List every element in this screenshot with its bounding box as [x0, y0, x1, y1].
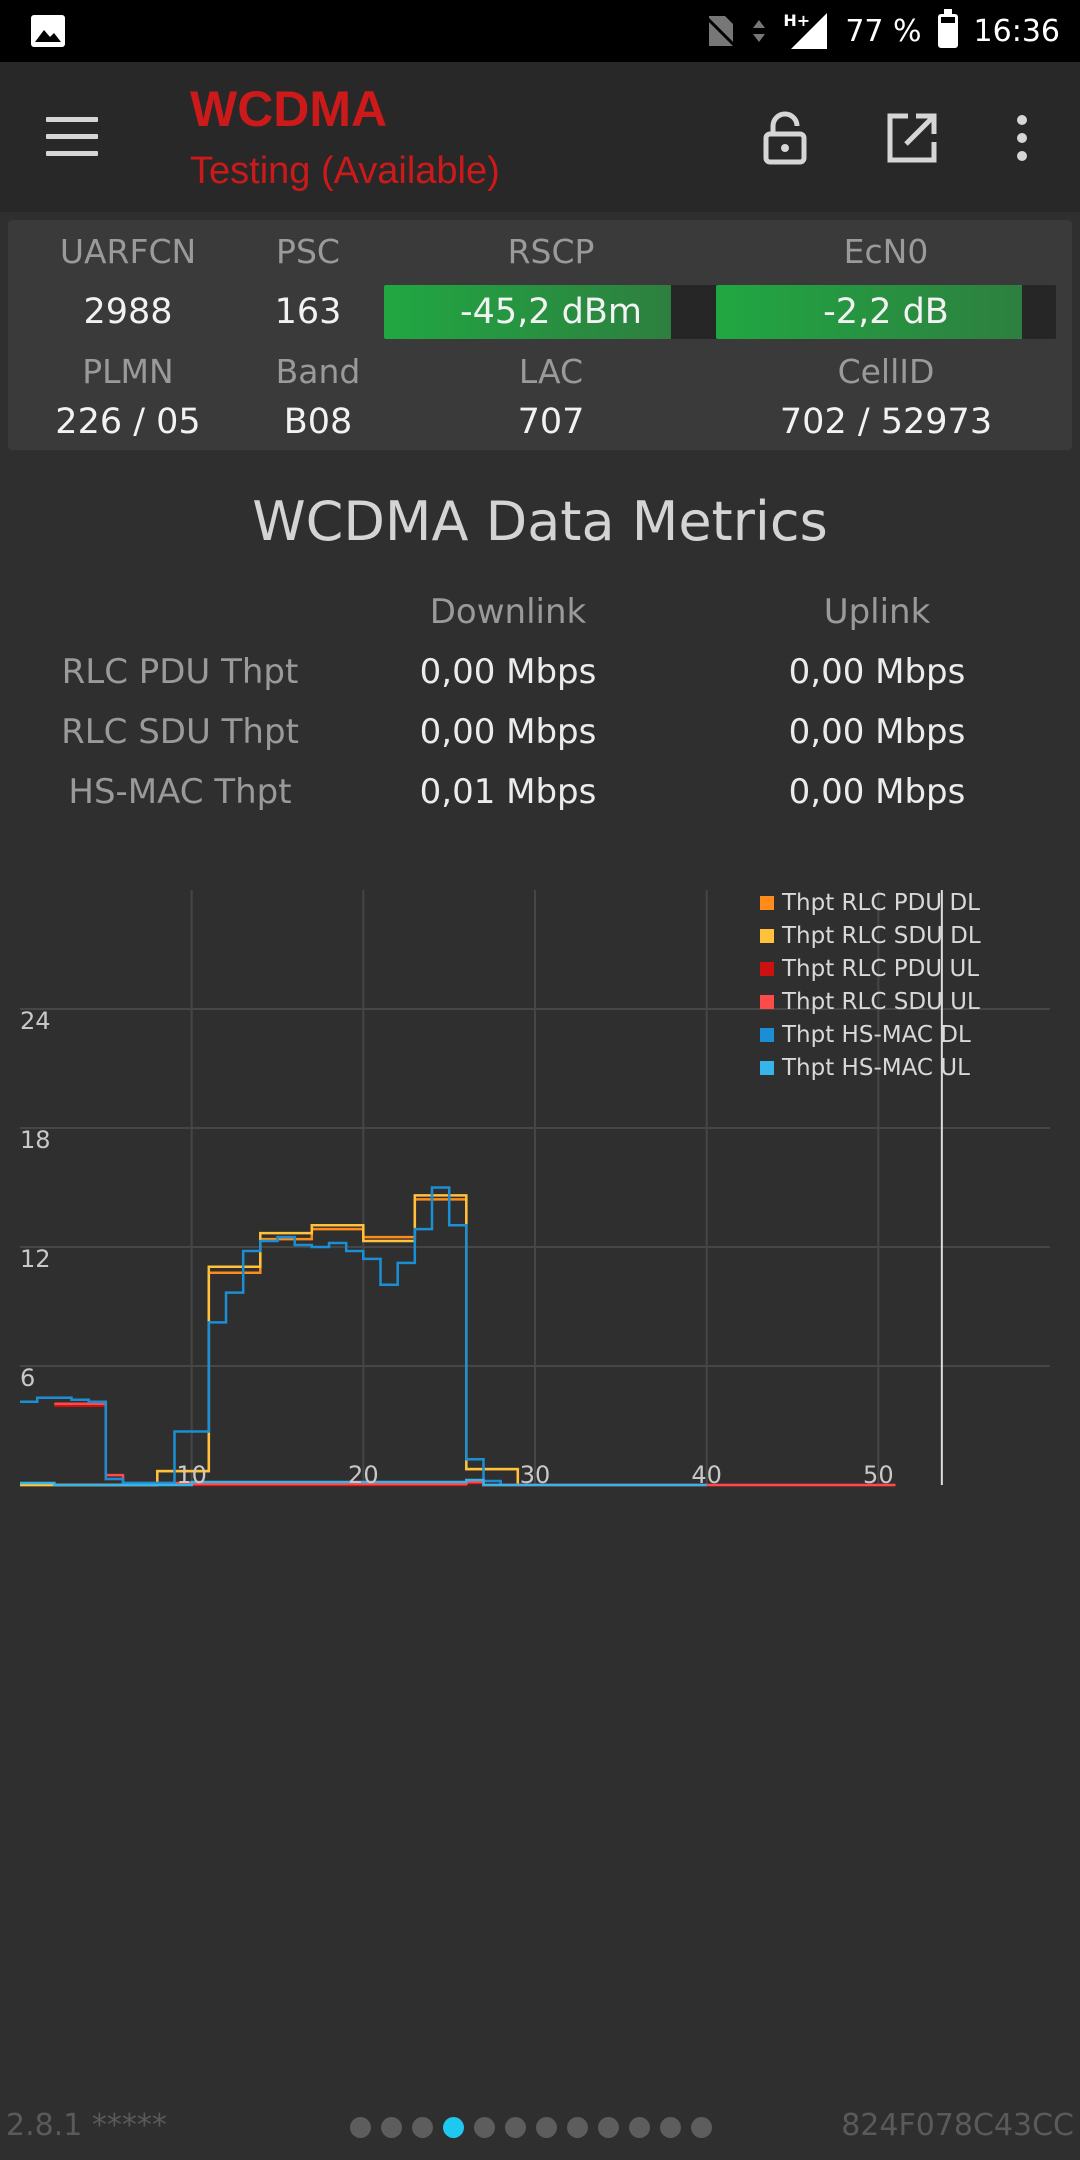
page-dot[interactable]: [660, 2116, 681, 2138]
metric-row-label: RLC PDU Thpt: [61, 652, 299, 692]
psc-value: 163: [274, 292, 342, 332]
device-id-label: 824F078C43CC: [841, 2108, 1074, 2143]
series-line: [20, 1478, 707, 1487]
app-bar: WCDMA Testing (Available): [0, 62, 1080, 212]
psc-label: PSC: [276, 232, 340, 271]
legend-swatch: [760, 995, 774, 1009]
data-activity-icon: [753, 20, 766, 42]
legend-swatch: [760, 962, 774, 976]
cell-info-panel: UARFCN 2988 PSC 163 RSCP -45,2 dBm EcN0 …: [8, 220, 1072, 450]
network-type-label: H+: [783, 11, 811, 30]
uarfcn-label: UARFCN: [59, 232, 197, 271]
legend-label: Thpt RLC PDU DL: [781, 890, 980, 916]
ecn0-label: EcN0: [843, 232, 929, 271]
page-dot[interactable]: [536, 2116, 557, 2138]
legend-label: Thpt RLC SDU UL: [781, 989, 980, 1015]
legend-swatch: [760, 1028, 774, 1042]
rscp-meter: -45,2 dBm: [384, 285, 718, 339]
metric-row-uplink: 0,00 Mbps: [788, 652, 966, 692]
page-dot[interactable]: [443, 2116, 464, 2138]
plmn-label: PLMN: [82, 352, 174, 391]
uarfcn-value: 2988: [83, 292, 173, 332]
unlock-icon[interactable]: [757, 110, 813, 166]
page-dot[interactable]: [567, 2116, 588, 2138]
y-tick-label: 6: [20, 1364, 35, 1392]
y-tick-label: 18: [20, 1126, 51, 1154]
chart-ticks: 10 20 30 40 50 6 12 18 24: [20, 1007, 894, 1489]
metric-row-downlink: 0,00 Mbps: [419, 652, 597, 692]
legend-label: Thpt HS-MAC DL: [781, 1022, 971, 1048]
plmn-value: 226 / 05: [55, 402, 201, 442]
uplink-header: Uplink: [823, 592, 931, 632]
version-label: 2.8.1 *****: [6, 2108, 167, 2143]
lac-value: 707: [517, 402, 585, 442]
metric-row-uplink: 0,00 Mbps: [788, 712, 966, 752]
status-bar: H+ 77 % 16:36: [0, 0, 1080, 62]
more-vert-icon[interactable]: [1006, 110, 1038, 166]
band-label: Band: [275, 352, 361, 391]
series-line: [20, 1186, 502, 1485]
legend-label: Thpt HS-MAC UL: [781, 1055, 970, 1081]
chart-legend: Thpt RLC PDU DL Thpt RLC SDU DL Thpt RLC P…: [760, 890, 981, 1081]
image-icon: [31, 15, 65, 47]
metric-row-downlink: 0,01 Mbps: [419, 772, 597, 812]
chart-series: [20, 1186, 896, 1487]
metric-row-label: RLC SDU Thpt: [61, 712, 299, 752]
page-dot[interactable]: [598, 2116, 619, 2138]
page-dot[interactable]: [505, 2116, 526, 2138]
page-dot[interactable]: [350, 2116, 371, 2138]
legend-swatch: [760, 1061, 774, 1075]
page-dot[interactable]: [629, 2116, 650, 2138]
page-subtitle: Testing (Available): [190, 150, 500, 192]
band-value: B08: [283, 402, 353, 442]
page-indicator[interactable]: [350, 2114, 730, 2140]
page-title: WCDMA: [190, 81, 388, 137]
clock: 16:36: [973, 13, 1060, 49]
x-tick-label: 50: [863, 1461, 894, 1489]
legend-swatch: [760, 896, 774, 910]
battery-percent: 77 %: [845, 13, 922, 49]
rscp-value: -45,2 dBm: [459, 292, 642, 332]
legend-label: Thpt RLC PDU UL: [781, 956, 979, 982]
downlink-header: Downlink: [429, 592, 587, 632]
y-tick-label: 24: [20, 1007, 51, 1035]
menu-icon[interactable]: [46, 117, 98, 157]
battery-icon: [937, 9, 958, 48]
x-tick-label: 20: [348, 1461, 379, 1489]
cellid-value: 702 / 52973: [779, 402, 993, 442]
cellid-label: CellID: [837, 352, 935, 391]
lac-label: LAC: [518, 352, 584, 391]
x-tick-label: 40: [691, 1461, 722, 1489]
page-dot[interactable]: [691, 2116, 712, 2138]
metric-row-uplink: 0,00 Mbps: [788, 772, 966, 812]
ecn0-value: -2,2 dB: [823, 292, 949, 332]
metric-row-downlink: 0,00 Mbps: [419, 712, 597, 752]
y-tick-label: 12: [20, 1245, 51, 1273]
metrics-title: WCDMA Data Metrics: [252, 490, 828, 553]
page-dot[interactable]: [412, 2116, 433, 2138]
legend-swatch: [760, 929, 774, 943]
open-external-icon[interactable]: [884, 110, 940, 166]
no-sim-icon: [706, 16, 736, 47]
page-dot[interactable]: [474, 2116, 495, 2138]
chart-grid: [20, 890, 1050, 1485]
x-tick-label: 10: [176, 1461, 207, 1489]
legend-label: Thpt RLC SDU DL: [781, 923, 981, 949]
signal-icon: [791, 13, 828, 49]
ecn0-meter: -2,2 dB: [716, 285, 1056, 339]
rscp-label: RSCP: [507, 232, 595, 271]
metric-row-label: HS-MAC Thpt: [68, 772, 292, 812]
page-dot[interactable]: [381, 2116, 402, 2138]
x-tick-label: 30: [520, 1461, 551, 1489]
